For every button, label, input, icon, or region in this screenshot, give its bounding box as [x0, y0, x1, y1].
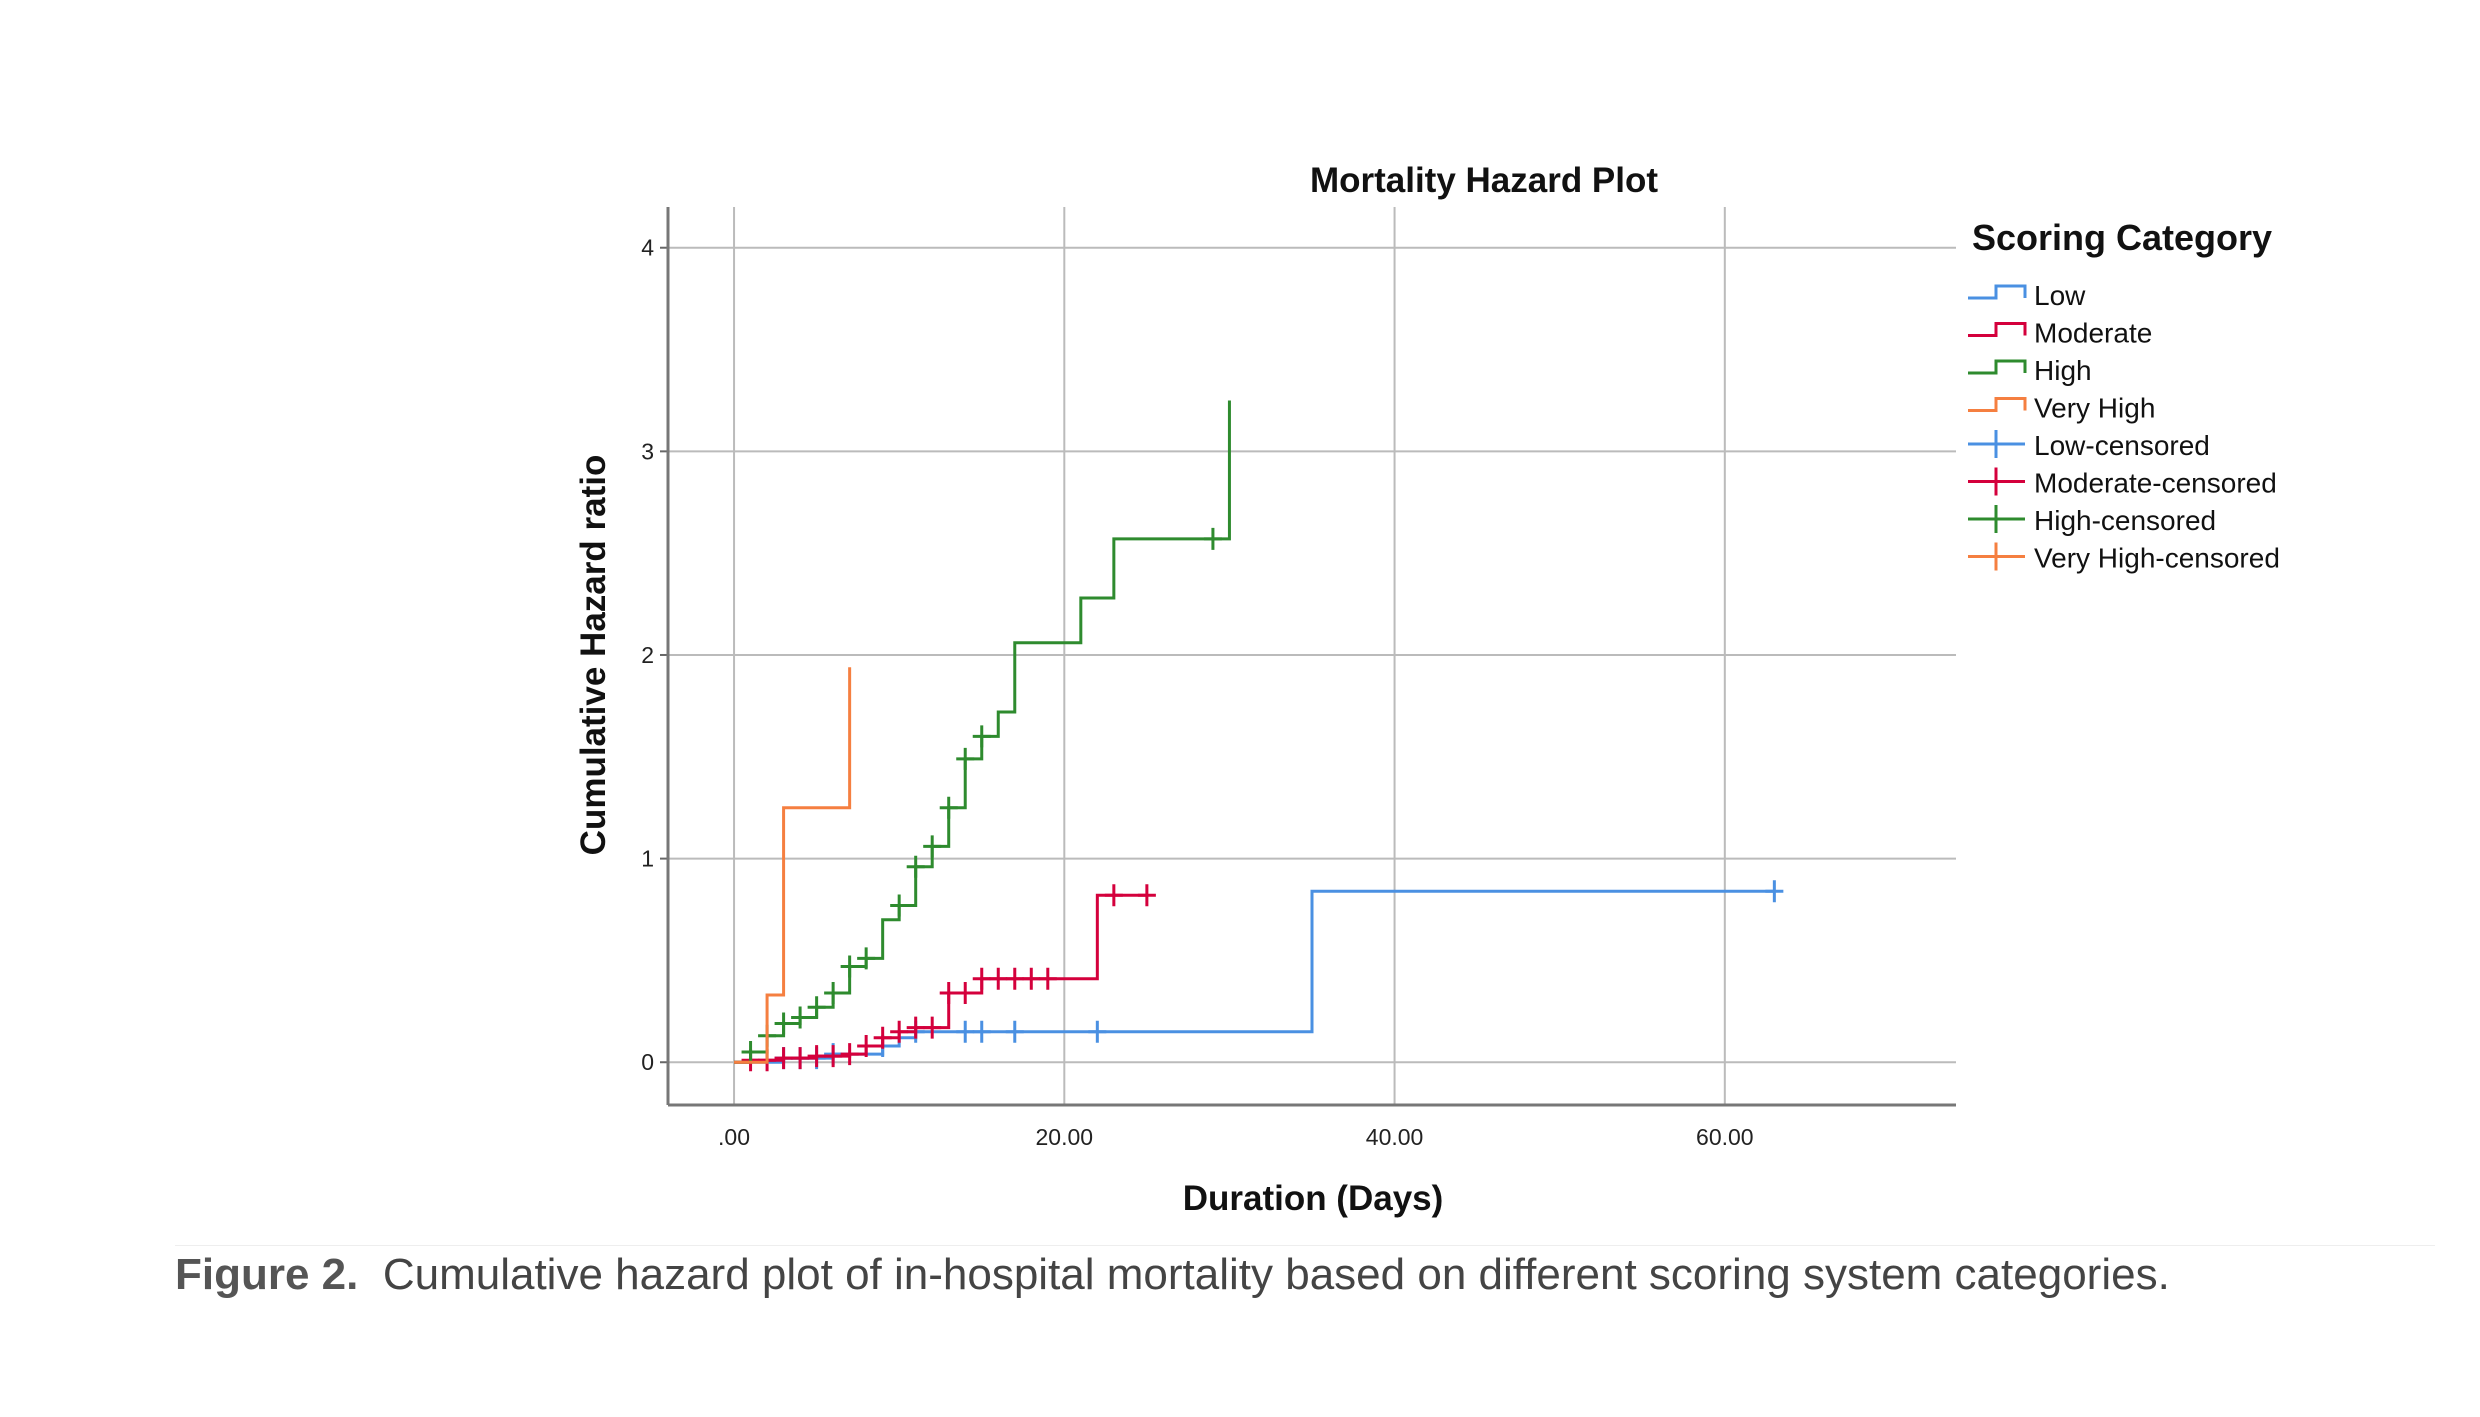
high-censored-mark	[741, 1041, 760, 1064]
high-censored-mark	[890, 894, 909, 917]
y-tick-label: 0	[641, 1049, 654, 1075]
x-tick-label: 40.00	[1366, 1124, 1424, 1150]
low-censored-mark	[956, 1020, 975, 1043]
y-tick-label: 4	[641, 235, 654, 261]
legend-censor-swatch	[1968, 430, 2025, 458]
y-tick-label: 3	[641, 438, 654, 464]
legend-step-swatch	[1968, 397, 2027, 412]
high-censored-mark	[956, 747, 975, 770]
legend-entry: High-censored	[2034, 505, 2216, 536]
moderate-censored-mark	[1104, 884, 1123, 907]
moderate-censored-mark	[989, 967, 1008, 990]
moderate-censored-mark	[873, 1026, 892, 1049]
low-censored-mark	[1765, 880, 1784, 903]
high-censored-mark	[824, 982, 843, 1004]
x-tick-label: 20.00	[1036, 1124, 1094, 1150]
series-layer	[734, 400, 1784, 1072]
high-censored-mark	[791, 1006, 810, 1029]
series-very-high-line	[734, 667, 852, 1064]
figure-caption: Figure 2. Cumulative hazard plot of in-h…	[175, 1250, 2170, 1300]
x-tick-label: .00	[718, 1124, 750, 1150]
y-tick-label: 2	[641, 642, 654, 668]
legend-censor-swatch	[1968, 467, 2025, 496]
legend-entry: Low	[2034, 280, 2086, 311]
moderate-censored-mark	[890, 1020, 909, 1043]
high-censored-mark	[972, 725, 991, 748]
moderate-censored-mark	[791, 1047, 810, 1070]
high-censored-mark	[807, 996, 826, 1019]
high-censored-mark	[906, 855, 925, 878]
legend-censor-swatch	[1968, 542, 2025, 571]
y-tick-label: 1	[641, 846, 654, 872]
moderate-censored-mark	[972, 967, 991, 990]
moderate-censored-mark	[939, 982, 958, 1004]
chart-title: Mortality Hazard Plot	[1310, 161, 1658, 200]
high-censored-mark	[923, 835, 942, 858]
moderate-censored-mark	[906, 1016, 925, 1039]
caption-label: Figure 2.	[175, 1250, 359, 1299]
legend-title: Scoring Category	[1972, 217, 2272, 258]
legend-entry: Low-censored	[2034, 430, 2210, 461]
moderate-censored-mark	[1137, 884, 1156, 907]
high-censored-mark	[774, 1012, 793, 1035]
x-tick-label: 60.00	[1696, 1124, 1754, 1150]
moderate-censored-mark	[857, 1034, 876, 1057]
caption-divider	[175, 1245, 2435, 1246]
moderate-censored-mark	[774, 1047, 793, 1070]
grid	[668, 207, 1956, 1105]
y-axis-label: Cumulative Hazard ratio	[574, 455, 613, 856]
legend-entry: Very High-censored	[2034, 543, 2280, 574]
series-moderate-line	[734, 893, 1147, 1064]
moderate-censored-mark	[1022, 967, 1041, 990]
legend-step-swatch	[1968, 322, 2027, 337]
low-censored-mark	[972, 1020, 991, 1043]
moderate-censored-mark	[923, 1016, 942, 1039]
caption-text: Cumulative hazard plot of in-hospital mo…	[382, 1250, 2170, 1299]
legend-entry: High	[2034, 355, 2092, 386]
legend: Scoring Category Low Moderate High Very Hig…	[1968, 217, 2280, 574]
moderate-censored-mark	[807, 1045, 826, 1068]
high-censored-mark	[840, 955, 859, 978]
legend-entry: Moderate	[2034, 318, 2152, 349]
legend-entry: Moderate-censored	[2034, 468, 2277, 499]
moderate-censored-mark	[840, 1043, 859, 1066]
x-axis-label: Duration (Days)	[1183, 1179, 1444, 1218]
high-censored-mark	[857, 947, 876, 970]
low-censored-mark	[1088, 1020, 1107, 1043]
legend-censor-swatch	[1968, 505, 2025, 533]
high-censored-mark	[1203, 527, 1222, 550]
legend-step-swatch	[1968, 359, 2027, 375]
low-censored-mark	[1005, 1020, 1024, 1043]
legend-step-swatch	[1968, 284, 2027, 300]
moderate-censored-mark	[824, 1045, 843, 1068]
axes: .00 20.00 40.00 60.00 0 1 2 3 4	[641, 207, 1956, 1150]
moderate-censored-mark	[1038, 967, 1057, 990]
high-censored-mark	[939, 796, 958, 819]
moderate-censored-mark	[956, 982, 975, 1004]
legend-entry: Very High	[2034, 393, 2155, 424]
moderate-censored-mark	[1005, 967, 1024, 990]
